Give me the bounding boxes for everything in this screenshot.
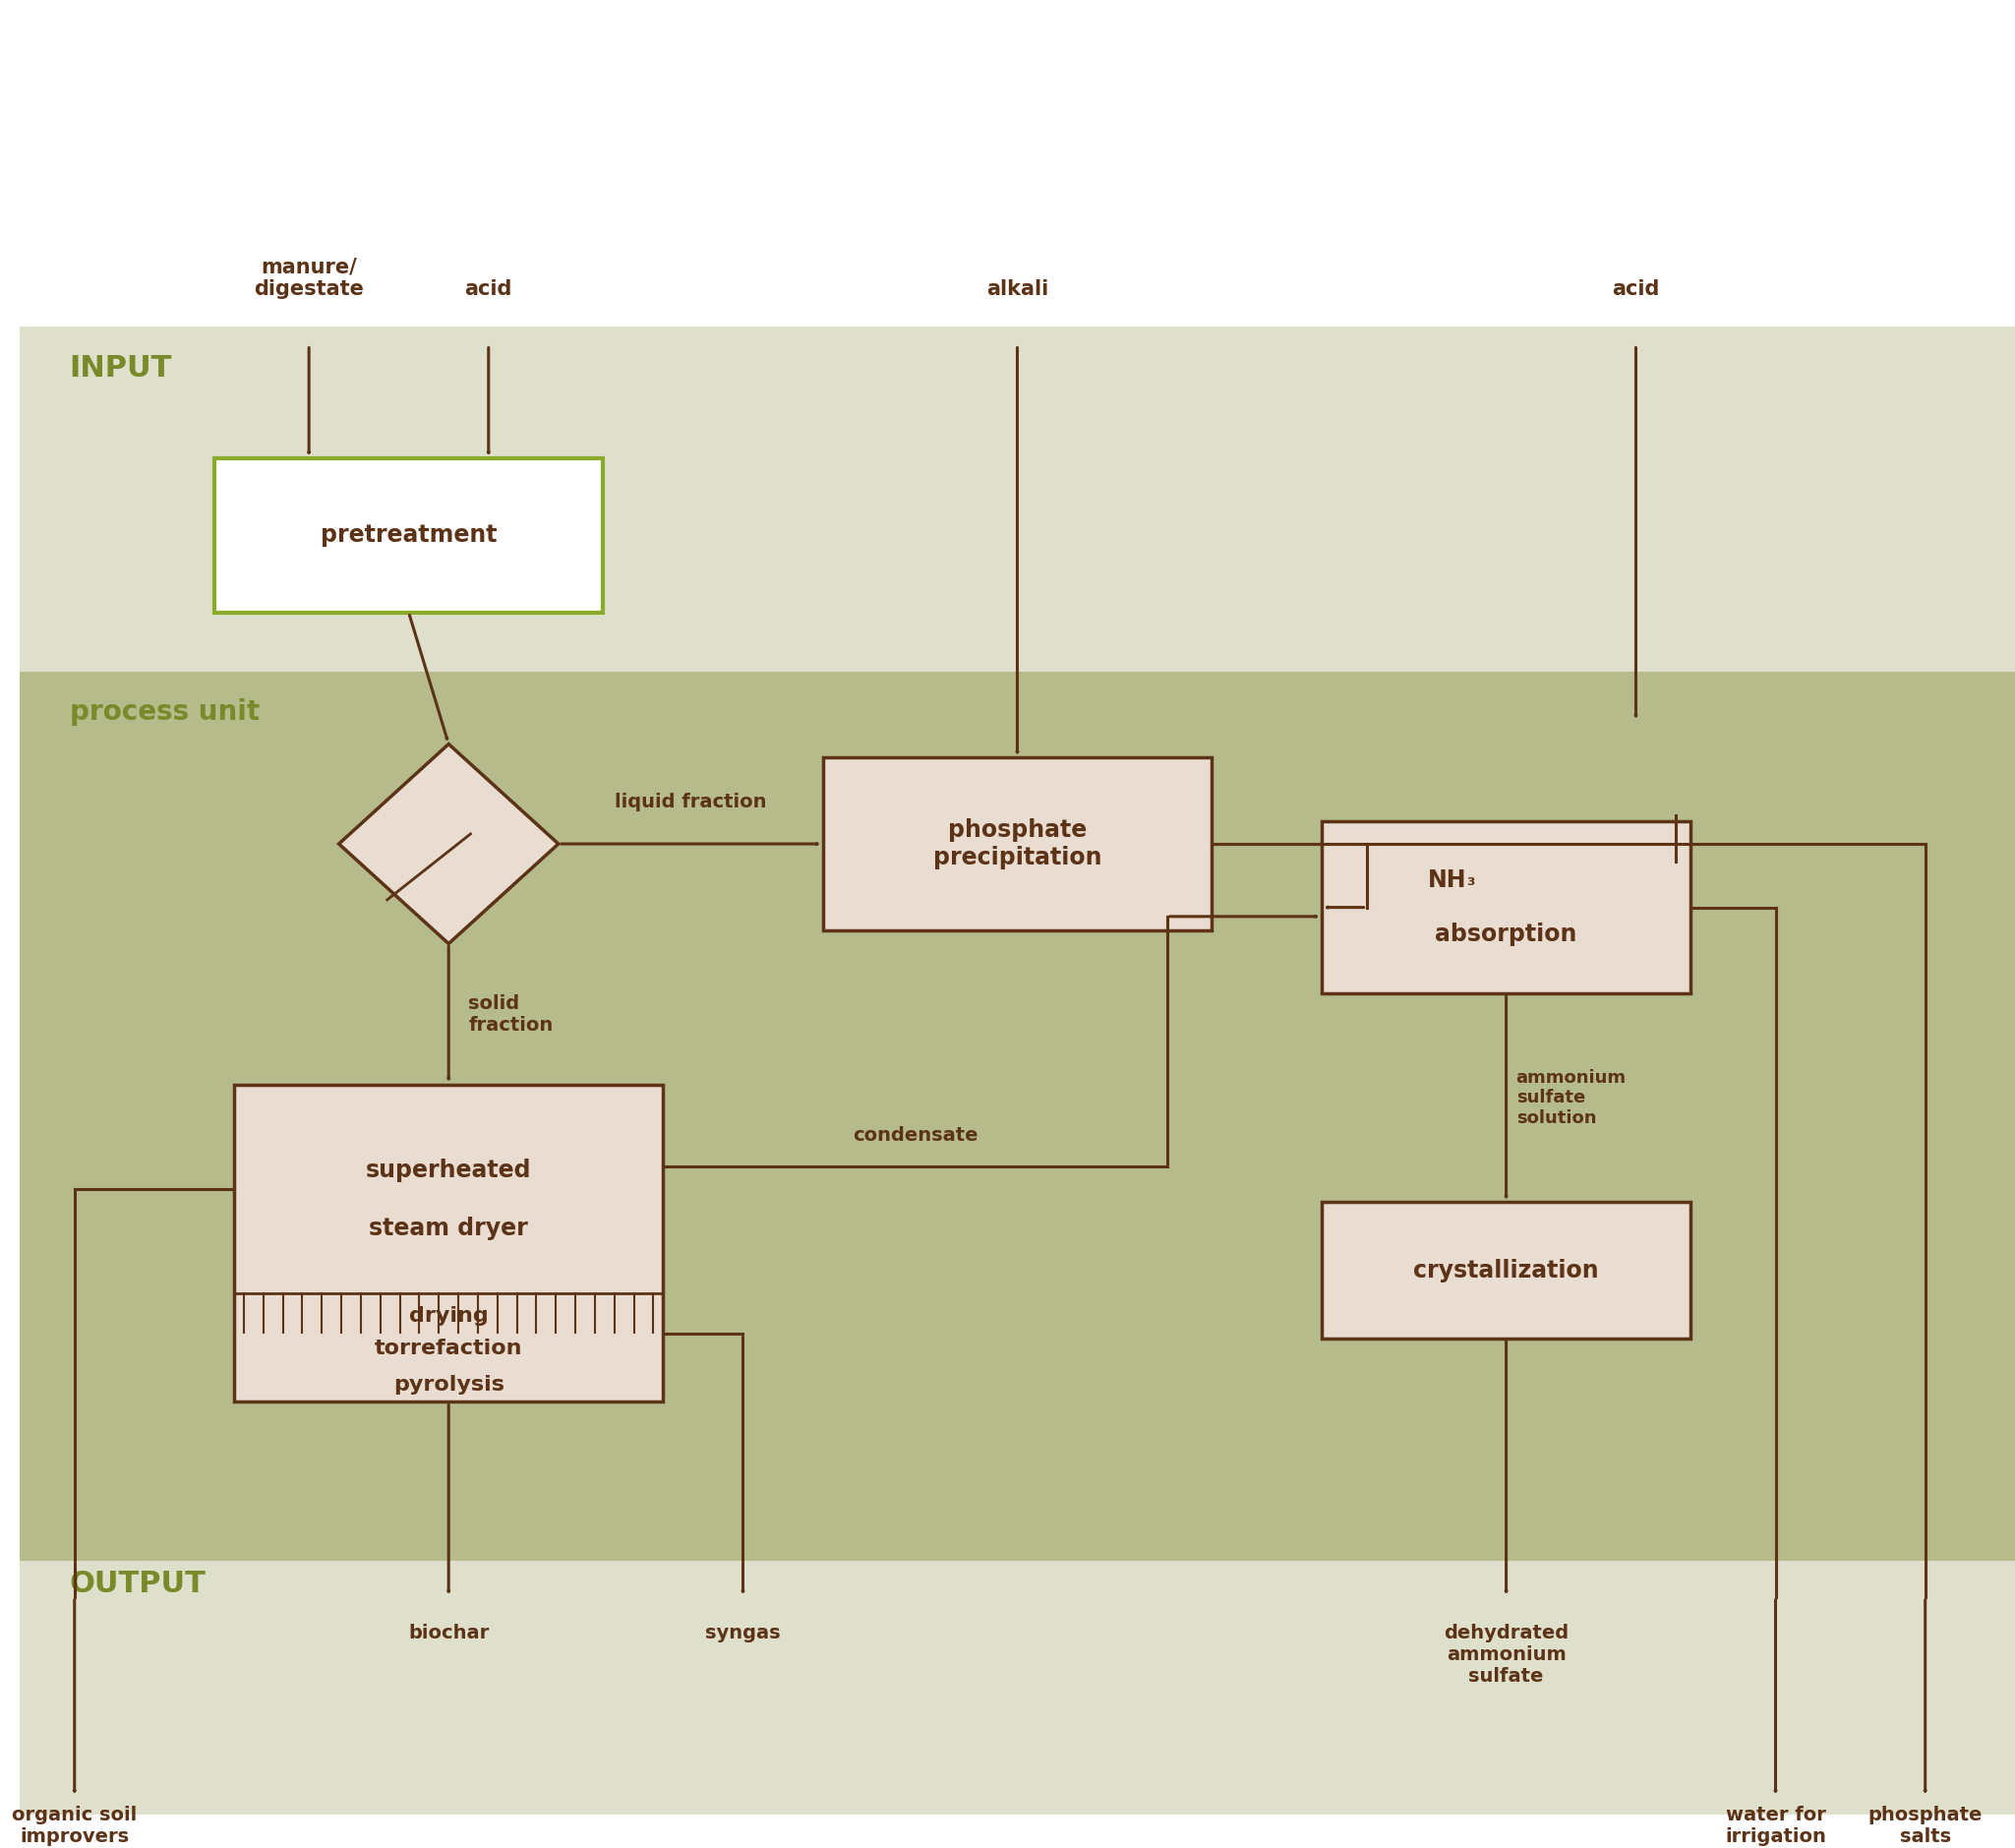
Text: OUTPUT: OUTPUT	[69, 1569, 206, 1599]
FancyBboxPatch shape	[20, 327, 2015, 671]
Text: crystallization: crystallization	[1413, 1258, 1600, 1283]
Text: alkali: alkali	[985, 279, 1048, 299]
Text: NH: NH	[1427, 869, 1467, 893]
Text: phosphate
salts: phosphate salts	[1868, 1805, 1983, 1846]
Polygon shape	[339, 745, 558, 944]
Text: water for
irrigation: water for irrigation	[1725, 1805, 1826, 1846]
Text: condensate: condensate	[852, 1127, 977, 1146]
Text: manure/
digestate: manure/ digestate	[254, 257, 365, 299]
Text: pretreatment: pretreatment	[320, 523, 498, 547]
Text: dehydrated
ammonium
sulfate: dehydrated ammonium sulfate	[1443, 1624, 1570, 1685]
FancyBboxPatch shape	[234, 1085, 663, 1403]
Text: absorption: absorption	[1435, 922, 1578, 946]
Text: biochar: biochar	[409, 1624, 490, 1643]
Text: syngas: syngas	[705, 1624, 780, 1643]
Text: pyrolysis: pyrolysis	[393, 1375, 504, 1395]
Text: torrefaction: torrefaction	[375, 1338, 522, 1358]
Text: steam dryer: steam dryer	[369, 1216, 528, 1240]
FancyBboxPatch shape	[214, 458, 602, 612]
Text: ₃: ₃	[1467, 870, 1475, 889]
Text: liquid fraction: liquid fraction	[615, 793, 766, 811]
Text: process unit: process unit	[69, 699, 260, 726]
Text: superheated: superheated	[367, 1159, 532, 1183]
FancyBboxPatch shape	[20, 671, 2015, 1562]
Text: organic soil
improvers: organic soil improvers	[12, 1805, 137, 1846]
Text: ammonium
sulfate
solution: ammonium sulfate solution	[1515, 1068, 1626, 1127]
FancyBboxPatch shape	[822, 758, 1211, 930]
Text: acid: acid	[1612, 279, 1660, 299]
Text: drying: drying	[409, 1307, 488, 1325]
Text: acid: acid	[465, 279, 512, 299]
FancyBboxPatch shape	[1322, 821, 1691, 994]
Text: solid
fraction: solid fraction	[469, 994, 554, 1035]
Text: INPUT: INPUT	[69, 353, 171, 383]
FancyBboxPatch shape	[1322, 1203, 1691, 1338]
Text: phosphate
precipitation: phosphate precipitation	[933, 819, 1102, 869]
FancyBboxPatch shape	[20, 1562, 2015, 1815]
